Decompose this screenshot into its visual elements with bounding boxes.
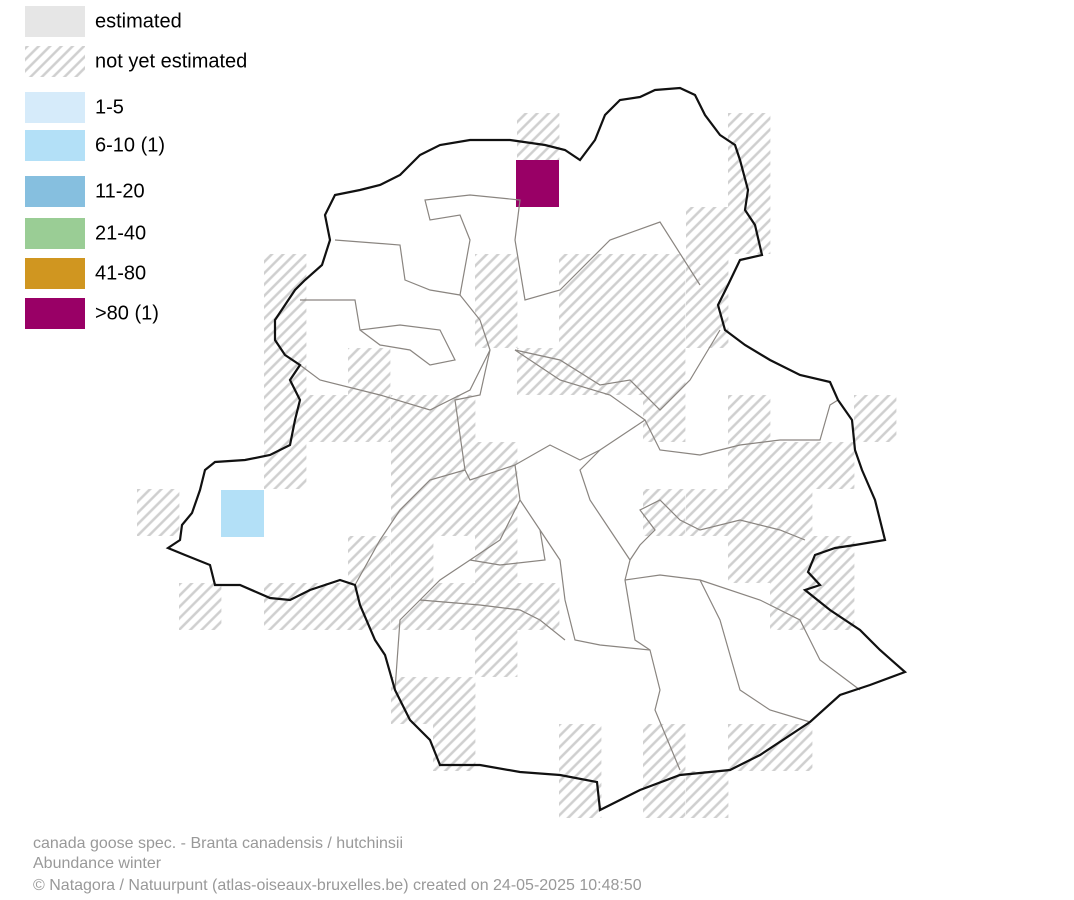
hatched-cell: [686, 301, 729, 348]
hatched-cell: [686, 489, 729, 536]
season-caption: Abundance winter: [33, 855, 162, 872]
hatched-cell: [559, 348, 602, 395]
credit-caption: © Natagora / Natuurpunt (atlas-oiseaux-b…: [33, 877, 642, 894]
hatched-cell: [643, 771, 686, 818]
hatched-cell: [601, 254, 644, 301]
legend-swatch: [25, 130, 85, 161]
hatched-cell: [433, 677, 476, 724]
hatched-cell: [179, 583, 222, 630]
hatched-cell: [391, 395, 434, 442]
region-border: [165, 86, 908, 812]
hatched-cell: [433, 395, 476, 442]
hatched-cell: [643, 395, 686, 442]
hatched-cell: [264, 301, 307, 348]
hatched-cell: [728, 113, 771, 160]
hatched-cell: [728, 536, 771, 583]
hatched-cell: [728, 724, 771, 771]
hatched-cell: [643, 301, 686, 348]
legend-swatch: [25, 258, 85, 289]
hatched-cell: [391, 677, 434, 724]
legend-label: estimated: [95, 10, 182, 32]
hatched-cell: [728, 160, 771, 207]
hatched-cell: [348, 395, 391, 442]
legend-label: 41-80: [95, 262, 146, 284]
hatched-cell: [812, 442, 855, 489]
hatched-cell: [348, 348, 391, 395]
hatched-cell: [306, 395, 349, 442]
hatched-cell: [475, 489, 518, 536]
legend-swatch: [25, 6, 85, 37]
municipality-borders: [299, 194, 861, 771]
hatched-cell: [559, 301, 602, 348]
hatched-cell: [686, 771, 729, 818]
hatched-cell: [475, 254, 518, 301]
hatched-cell: [517, 583, 560, 630]
hatched-cell: [601, 301, 644, 348]
hatched-cell: [686, 207, 729, 254]
legend-swatch: [25, 176, 85, 207]
hatched-cell: [728, 207, 771, 254]
hatched-cell: [475, 630, 518, 677]
hatched-cell: [517, 113, 560, 160]
hatched-cell: [306, 583, 349, 630]
hatched-cell: [348, 583, 391, 630]
hatched-cell: [812, 536, 855, 583]
legend-label: 11-20: [95, 180, 145, 202]
hatched-cell: [770, 442, 813, 489]
hatched-cell: [686, 254, 729, 301]
hatched-cell: [854, 395, 897, 442]
legend-label: 21-40: [95, 222, 146, 244]
hatched-cell: [643, 489, 686, 536]
cell-over-80: [516, 160, 559, 207]
hatched-cell: [643, 348, 686, 395]
hatched-cell: [391, 536, 434, 583]
hatched-cell: [391, 489, 434, 536]
hatched-cell: [770, 536, 813, 583]
hatched-cell: [264, 254, 307, 301]
hatched-cell: [728, 442, 771, 489]
hatched-cell: [264, 583, 307, 630]
hatched-cell: [137, 489, 180, 536]
legend: estimated not yet estimated 1-5 6-10 (1) 11-…: [25, 6, 247, 329]
hatched-cell: [770, 489, 813, 536]
grid-cells: [137, 113, 897, 818]
hatched-cell: [433, 489, 476, 536]
hatched-cell: [475, 536, 518, 583]
legend-swatch: [25, 46, 85, 77]
hatched-cell: [601, 348, 644, 395]
hatched-cell: [264, 442, 307, 489]
legend-swatch: [25, 218, 85, 249]
hatched-cell: [391, 442, 434, 489]
legend-label: 1-5: [95, 96, 124, 118]
hatched-cell: [559, 254, 602, 301]
legend-label: >80 (1): [95, 302, 159, 324]
hatched-cell: [559, 724, 602, 771]
hatched-cell: [728, 395, 771, 442]
hatched-cell: [433, 442, 476, 489]
hatched-cell: [643, 254, 686, 301]
legend-label: not yet estimated: [95, 50, 247, 72]
hatched-cell: [770, 724, 813, 771]
legend-swatch: [25, 298, 85, 329]
hatched-cell: [728, 489, 771, 536]
hatched-cell: [475, 442, 518, 489]
species-caption: canada goose spec. - Branta canadensis /…: [33, 835, 403, 852]
legend-label: 6-10 (1): [95, 134, 165, 156]
hatched-cell: [391, 583, 434, 630]
hatched-cell: [433, 583, 476, 630]
cell-6-10: [221, 490, 264, 537]
legend-swatch: [25, 92, 85, 123]
